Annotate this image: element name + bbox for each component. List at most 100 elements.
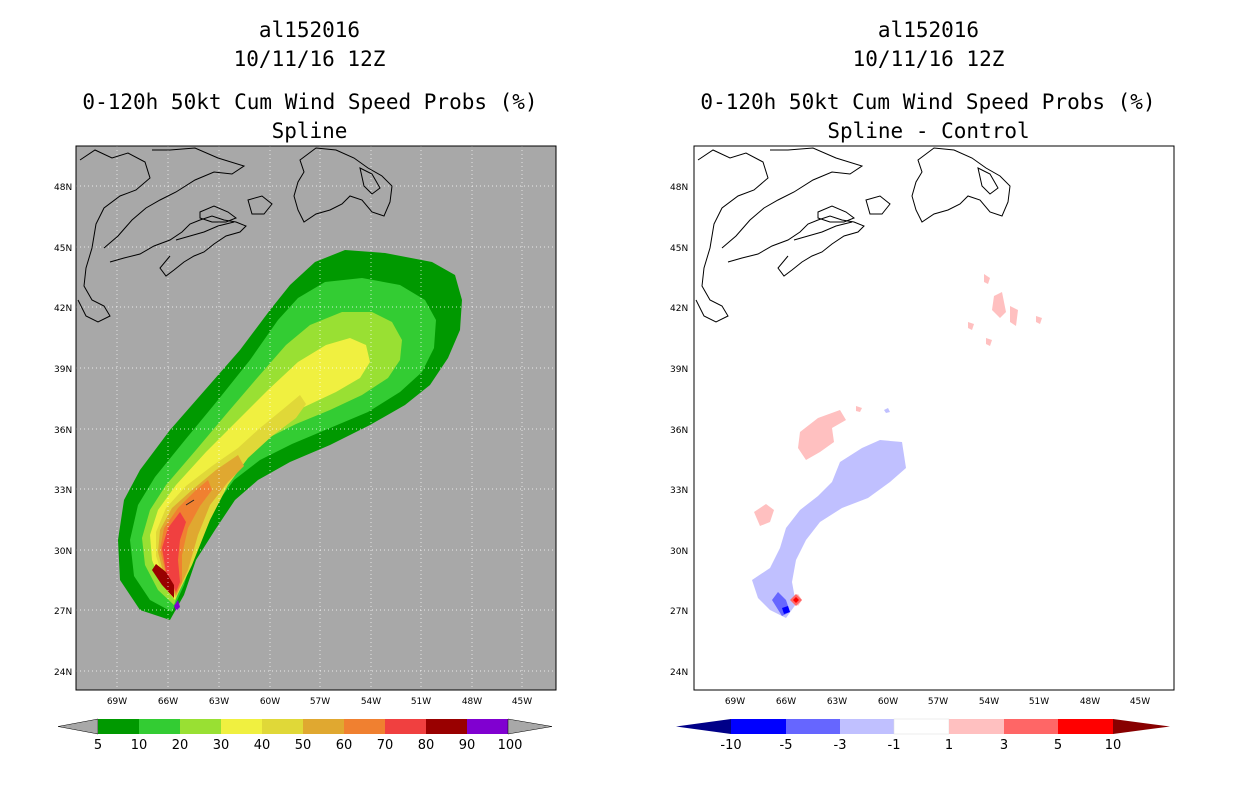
right-cb-label-pos3: 3 bbox=[1000, 738, 1008, 753]
right-lat-label-48N: 48N bbox=[670, 183, 688, 193]
right-lat-labels: 48N 45N 42N 39N 36N 33N 30N 27N 24N bbox=[670, 183, 688, 678]
right-colorbar-box-5 bbox=[1004, 719, 1058, 734]
diff-neg-small bbox=[884, 408, 890, 413]
left-cb-label-40: 40 bbox=[254, 738, 271, 753]
right-colorbar bbox=[676, 718, 1170, 735]
right-lat-label-42N: 42N bbox=[670, 304, 688, 314]
right-colorbar-box-2 bbox=[840, 719, 894, 734]
left-cb-label-5: 5 bbox=[94, 738, 102, 753]
left-cb-label-50: 50 bbox=[295, 738, 312, 753]
left-colorbar-under bbox=[57, 718, 99, 735]
diff-pos1-a bbox=[798, 410, 846, 460]
right-cb-label-pos5: 5 bbox=[1054, 738, 1062, 753]
left-storm-id: al152016 bbox=[258, 18, 361, 42]
contour-80 bbox=[152, 564, 174, 598]
left-probability-contours bbox=[118, 250, 462, 620]
left-colorbar-box-9 bbox=[467, 719, 508, 734]
left-colorbar-over bbox=[507, 718, 553, 735]
left-colorbar-box-7 bbox=[385, 719, 426, 734]
left-cb-label-60: 60 bbox=[336, 738, 353, 753]
left-colorbar-labels: 5 10 20 30 40 50 60 70 80 90 100 bbox=[94, 738, 523, 753]
diff-pos1-f bbox=[984, 274, 990, 284]
right-lon-label-66W: 66W bbox=[776, 697, 796, 707]
left-lon-label-45W: 45W bbox=[512, 697, 532, 707]
left-lon-labels: 69W 66W 63W 60W 57W 54W 51W 48W 45W bbox=[107, 697, 532, 707]
right-lon-labels: 69W 66W 63W 60W 57W 54W 51W 48W 45W bbox=[725, 697, 1150, 707]
right-map-frame bbox=[693, 145, 1175, 691]
left-colorbar-box-1 bbox=[139, 719, 180, 734]
left-colorbar-box-3 bbox=[221, 719, 262, 734]
right-lon-label-69W: 69W bbox=[725, 697, 745, 707]
left-cb-label-10: 10 bbox=[131, 738, 148, 753]
contour-90 bbox=[174, 600, 180, 611]
right-lat-label-39N: 39N bbox=[670, 365, 688, 375]
left-cb-label-70: 70 bbox=[377, 738, 394, 753]
left-lon-label-69W: 69W bbox=[107, 697, 127, 707]
right-lat-label-36N: 36N bbox=[670, 426, 688, 436]
left-colorbar-box-0 bbox=[98, 719, 139, 734]
right-lat-label-33N: 33N bbox=[670, 486, 688, 496]
right-cb-label-neg3: -3 bbox=[834, 738, 847, 753]
diff-pos1-i bbox=[968, 322, 974, 330]
right-lon-label-63W: 63W bbox=[827, 697, 847, 707]
left-lat-label-30N: 30N bbox=[54, 547, 72, 557]
right-difference-contours bbox=[752, 274, 1042, 618]
right-lon-label-45W: 45W bbox=[1130, 697, 1150, 707]
left-cb-label-90: 90 bbox=[459, 738, 476, 753]
left-lon-label-66W: 66W bbox=[158, 697, 178, 707]
right-colorbar-over bbox=[1113, 719, 1170, 734]
diff-neg5 bbox=[782, 606, 790, 614]
left-lat-label-45N: 45N bbox=[54, 244, 72, 254]
right-colorbar-box-3 bbox=[893, 718, 950, 735]
diff-neg1 bbox=[752, 440, 906, 618]
left-cb-label-100: 100 bbox=[498, 738, 523, 753]
right-lon-label-51W: 51W bbox=[1029, 697, 1049, 707]
left-lat-label-27N: 27N bbox=[54, 607, 72, 617]
left-colorbar-box-2 bbox=[180, 719, 221, 734]
right-colorbar-box-0 bbox=[731, 719, 786, 734]
left-lat-label-33N: 33N bbox=[54, 486, 72, 496]
right-lat-label-27N: 27N bbox=[670, 607, 688, 617]
diff-pos1-d bbox=[992, 292, 1006, 318]
left-lon-label-48W: 48W bbox=[462, 697, 482, 707]
right-cb-label-pos1: 1 bbox=[945, 738, 953, 753]
left-lat-label-24N: 24N bbox=[54, 668, 72, 678]
left-lon-label-51W: 51W bbox=[411, 697, 431, 707]
left-lat-label-42N: 42N bbox=[54, 304, 72, 314]
left-cb-label-30: 30 bbox=[213, 738, 230, 753]
contour-70 bbox=[162, 512, 186, 592]
right-cb-label-neg1: -1 bbox=[888, 738, 901, 753]
left-lat-labels: 48N 45N 42N 39N 36N 33N 30N 27N 24N bbox=[54, 183, 72, 678]
right-lon-label-57W: 57W bbox=[928, 697, 948, 707]
right-lat-label-30N: 30N bbox=[670, 547, 688, 557]
left-lat-label-48N: 48N bbox=[54, 183, 72, 193]
diff-pos1-h bbox=[986, 338, 992, 346]
left-lon-label-63W: 63W bbox=[209, 697, 229, 707]
right-lat-label-24N: 24N bbox=[670, 668, 688, 678]
left-lat-label-39N: 39N bbox=[54, 365, 72, 375]
left-lon-label-57W: 57W bbox=[310, 697, 330, 707]
left-date: 10/11/16 12Z bbox=[233, 47, 386, 71]
right-lon-label-54W: 54W bbox=[979, 697, 999, 707]
right-storm-id: al152016 bbox=[877, 18, 980, 42]
right-map-background bbox=[694, 146, 1174, 690]
left-colorbar-box-4 bbox=[262, 719, 303, 734]
right-cb-label-neg10: -10 bbox=[720, 738, 741, 753]
right-cb-label-pos10: 10 bbox=[1105, 738, 1122, 753]
right-colorbar-under bbox=[676, 719, 731, 734]
left-subtitle: Spline bbox=[271, 119, 348, 143]
left-map-frame bbox=[75, 145, 557, 691]
left-lat-label-36N: 36N bbox=[54, 426, 72, 436]
left-cb-label-20: 20 bbox=[172, 738, 189, 753]
diff-pos1-g bbox=[1036, 316, 1042, 324]
left-colorbar-box-6 bbox=[344, 719, 385, 734]
right-colorbar-box-4 bbox=[949, 719, 1004, 734]
left-colorbar-box-8 bbox=[426, 719, 467, 734]
diff-pos1-e bbox=[1010, 306, 1018, 326]
right-product-title: 0-120h 50kt Cum Wind Speed Probs (%) bbox=[700, 90, 1156, 114]
right-colorbar-box-6 bbox=[1058, 719, 1113, 734]
right-subtitle: Spline - Control bbox=[827, 119, 1030, 143]
left-lon-label-54W: 54W bbox=[361, 697, 381, 707]
diff-pos10 bbox=[793, 597, 799, 603]
